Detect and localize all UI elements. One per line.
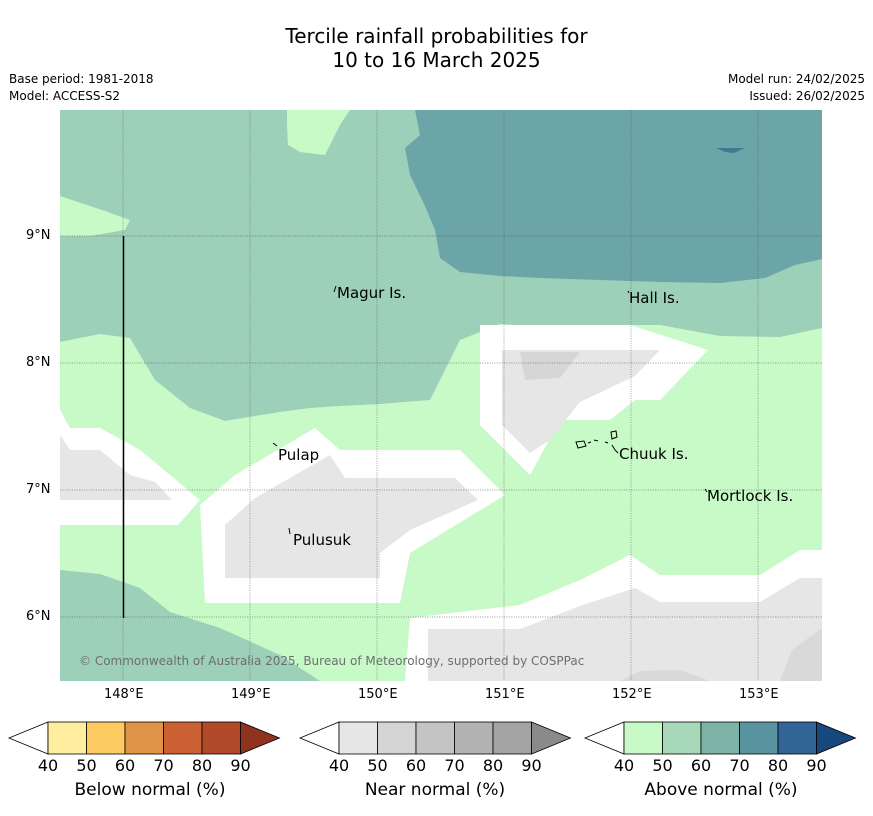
- colorbar-tick-label: 50: [76, 756, 96, 775]
- colorbar-below-label: Below normal (%): [74, 780, 226, 800]
- map-title-line1: Tercile rainfall probabilities for: [285, 24, 588, 48]
- model-run: Model run: 24/02/2025: [727, 72, 865, 86]
- colorbar-tick-label: 70: [153, 756, 173, 775]
- colorbar-tick-label: 70: [444, 756, 464, 775]
- colorbar-segment: [623, 721, 663, 755]
- lon-label-148e: 148°E: [104, 687, 144, 702]
- lon-label-152e: 152°E: [612, 687, 652, 702]
- colorbar-segment: [124, 721, 164, 755]
- colorbar-tick-label: 80: [192, 756, 212, 775]
- colorbar-tick-label: 80: [483, 756, 503, 775]
- label-mortlock: Mortlock Is.: [707, 487, 793, 505]
- colorbar-tick-label: 90: [521, 756, 541, 775]
- colorbar-segment: [86, 721, 126, 755]
- colorbar-segment: [201, 721, 241, 755]
- colorbar-segment: [415, 721, 455, 755]
- colorbar-tick-label: 60: [406, 756, 426, 775]
- lat-label-9n: 9°N: [26, 228, 51, 243]
- colorbar-segment: [377, 721, 417, 755]
- colorbar-segment: [47, 721, 87, 755]
- colorbar-tick-label: 50: [367, 756, 387, 775]
- base-period: Base period: 1981-2018: [9, 72, 154, 86]
- island-magur: [333, 285, 337, 293]
- issued-date: Issued: 26/02/2025: [749, 89, 865, 103]
- colorbar-tick-label: 90: [806, 756, 826, 775]
- rainfall-map: Magur Is. Hall Is. Pulap Chuuk Is. Mortl…: [60, 110, 822, 681]
- colorbar-tick-label: 50: [652, 756, 672, 775]
- colorbar-segment: [700, 721, 740, 755]
- label-pulap: Pulap: [278, 446, 319, 464]
- lat-label-8n: 8°N: [26, 355, 51, 370]
- island-pulusuk: [288, 527, 291, 535]
- colorbar-extend-low: [298, 721, 340, 755]
- region-above-40-pocket-north: [287, 110, 350, 155]
- colorbar-legends: 40 50 60 70 80 90 40 50 60 70 80 90 40 50 60 70 80 90: [7, 721, 857, 775]
- model-name: Model: ACCESS-S2: [9, 89, 121, 103]
- lat-label-6n: 6°N: [26, 609, 51, 624]
- colorbar-extend-high: [816, 721, 857, 755]
- region-above-40-pocket-west: [60, 196, 130, 236]
- region-above-50-southwest: [60, 570, 320, 681]
- colorbar-extend-high: [240, 721, 281, 755]
- map-title-line2: 10 to 16 March 2025: [332, 48, 541, 72]
- lon-label-153e: 153°E: [739, 687, 779, 702]
- colorbar-near-label: Near normal (%): [364, 780, 506, 800]
- region-near-normal-pulap: [200, 428, 505, 603]
- region-above-60: [405, 110, 822, 283]
- colorbar-tick-label: 60: [691, 756, 711, 775]
- island-markers: [272, 285, 708, 535]
- colorbar-segment: [662, 721, 702, 755]
- colorbar-above-normal: 40 50 60 70 80 90: [583, 721, 857, 775]
- colorbar-tick-label: 60: [115, 756, 135, 775]
- lat-label-7n: 7°N: [26, 482, 51, 497]
- island-chuuk: [575, 430, 619, 454]
- colorbar-below-normal: 40 50 60 70 80 90: [7, 721, 281, 775]
- lon-label-149e: 149°E: [231, 687, 271, 702]
- colorbar-tick-label: 40: [329, 756, 349, 775]
- colorbar-extend-low: [7, 721, 49, 755]
- region-near-normal-south: [405, 550, 822, 681]
- colorbar-tick-label: 80: [768, 756, 788, 775]
- colorbar-segment: [492, 721, 532, 755]
- lon-label-150e: 150°E: [358, 687, 398, 702]
- island-hall: [627, 290, 630, 294]
- island-mortlock: [704, 488, 708, 493]
- colorbar-segment: [739, 721, 779, 755]
- colorbar-segment: [454, 721, 494, 755]
- colorbar-tick-label: 90: [230, 756, 250, 775]
- label-pulusuk: Pulusuk: [293, 531, 351, 549]
- colorbar-extend-low: [583, 721, 625, 755]
- colorbar-extend-high: [531, 721, 572, 755]
- colorbar-tick-label: 70: [729, 756, 749, 775]
- label-chuuk: Chuuk Is.: [619, 445, 688, 463]
- colorbar-above-label: Above normal (%): [644, 780, 798, 800]
- copyright-notice: © Commonwealth of Australia 2025, Bureau…: [79, 654, 584, 668]
- lon-label-151e: 151°E: [485, 687, 525, 702]
- label-magur: Magur Is.: [337, 284, 406, 302]
- island-pulap: [272, 442, 278, 447]
- region-near-normal-central: [480, 325, 708, 475]
- colorbar-tick-label: 40: [38, 756, 58, 775]
- colorbar-segment: [338, 721, 378, 755]
- colorbar-tick-label: 40: [614, 756, 634, 775]
- colorbar-segment: [163, 721, 203, 755]
- region-above-70: [716, 148, 745, 153]
- region-near-normal-west: [60, 410, 200, 525]
- label-hall: Hall Is.: [629, 289, 680, 307]
- colorbar-near-normal: 40 50 60 70 80 90: [298, 721, 572, 775]
- colorbar-segment: [777, 721, 817, 755]
